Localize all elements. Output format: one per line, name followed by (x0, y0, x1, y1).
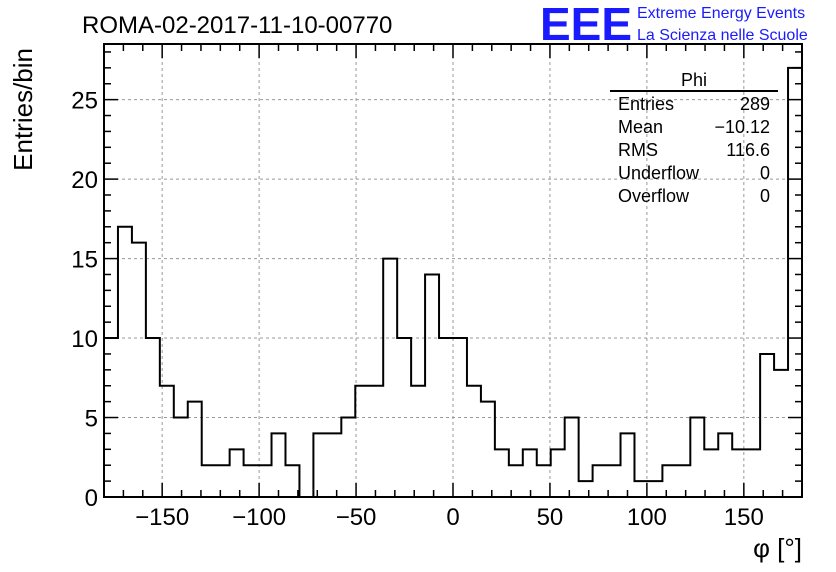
stats-row-label: RMS (618, 140, 658, 160)
stats-row-label: Entries (618, 94, 674, 114)
stats-row-value: 289 (740, 94, 770, 114)
stats-row-value: −10.12 (714, 117, 770, 137)
stats-row-value: 0 (760, 186, 770, 206)
stats-rows: Entries 289 Mean −10.12 RMS 116.6 Underflow 0 Ov… (618, 94, 770, 206)
histogram-outline (104, 66, 802, 498)
y-axis-label: Entries/bin (8, 48, 38, 171)
x-tick-label: −50 (336, 504, 377, 531)
stats-box: Phi Entries 289 Mean −10.12 RMS 116.6 Underflo… (610, 70, 778, 206)
eee-logo-line1: Extreme Energy Events (637, 5, 805, 22)
stats-row-label: Underflow (618, 163, 700, 183)
stats-row-value: 116.6 (726, 140, 770, 160)
eee-logo-mark: EEE (540, 0, 632, 50)
y-tick-label: 15 (71, 247, 98, 274)
x-tick-labels: −150 −100 −50 0 50 100 150 (135, 504, 764, 531)
y-tick-label: 0 (85, 485, 98, 512)
y-tick-label: 25 (71, 88, 98, 115)
axis-ticks (103, 44, 803, 498)
x-tick-label: 50 (537, 504, 564, 531)
x-tick-label: 0 (446, 504, 459, 531)
eee-logo: EEE Extreme Energy Events La Scienza nel… (540, 0, 808, 50)
x-tick-label: 100 (627, 504, 667, 531)
eee-logo-line2: La Scienza nelle Scuole (637, 27, 808, 44)
stats-row-label: Overflow (618, 186, 690, 206)
x-axis-label: φ [°] (753, 533, 802, 563)
y-tick-label: 10 (71, 326, 98, 353)
stats-row-value: 0 (760, 163, 770, 183)
stats-title: Phi (681, 70, 707, 90)
grid-lines (104, 44, 802, 497)
y-tick-labels: 0 5 10 15 20 25 (71, 88, 98, 512)
x-tick-label: −100 (232, 504, 286, 531)
x-tick-label: −150 (135, 504, 189, 531)
chart-title: ROMA-02-2017-11-10-00770 (82, 12, 392, 39)
y-tick-label: 5 (85, 406, 98, 433)
y-tick-label: 20 (71, 167, 98, 194)
stats-row-label: Mean (618, 117, 663, 137)
x-tick-label: 150 (724, 504, 764, 531)
